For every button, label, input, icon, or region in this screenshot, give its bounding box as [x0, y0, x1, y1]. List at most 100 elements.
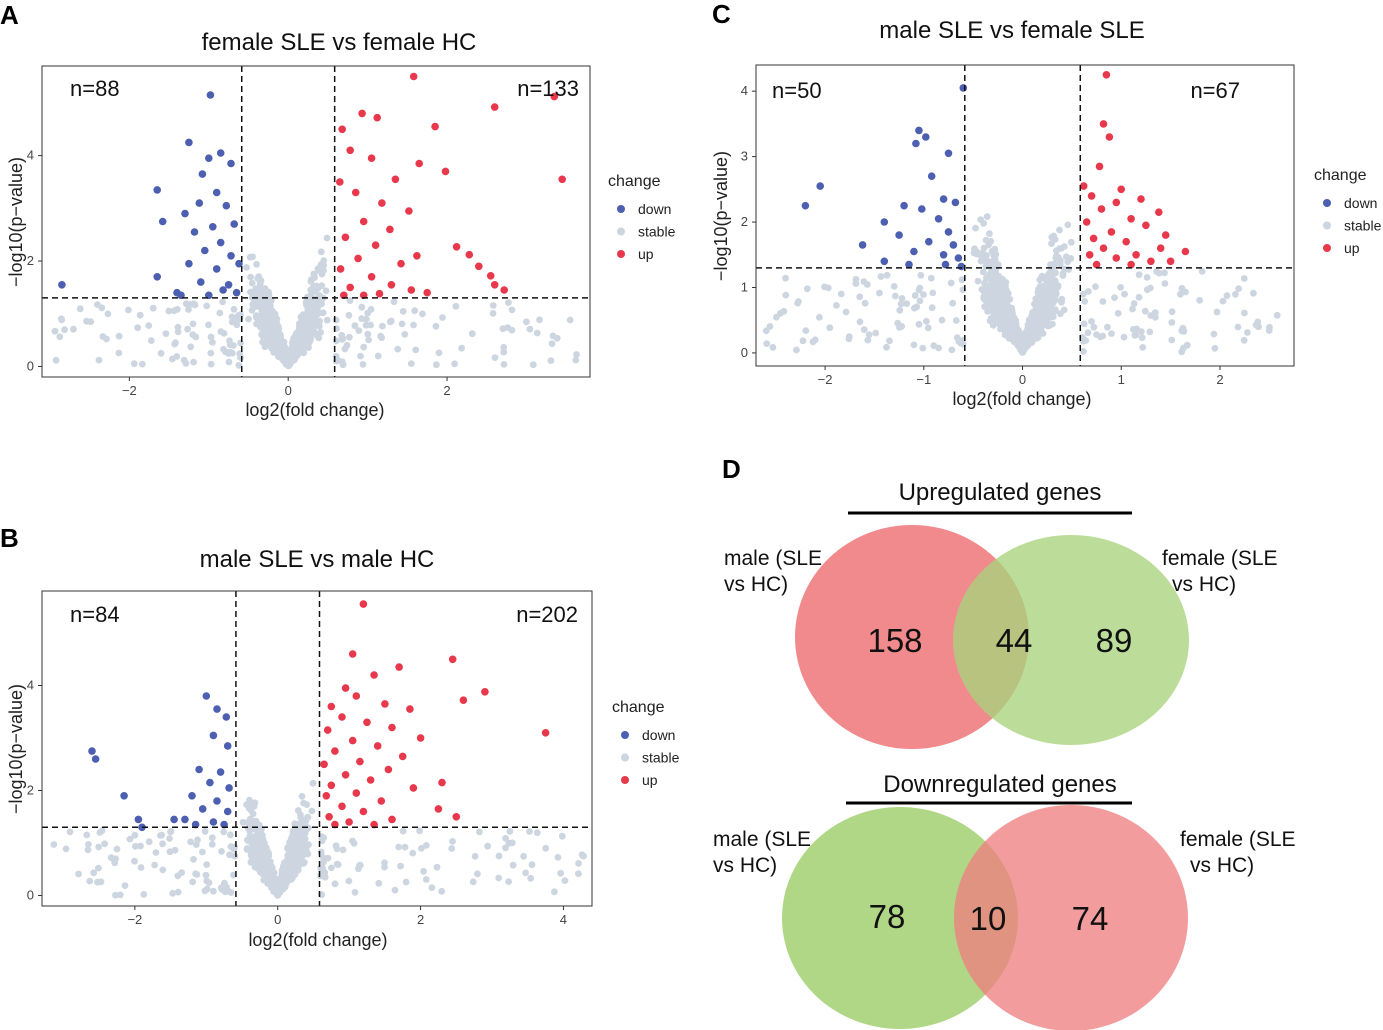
stable-point	[432, 322, 440, 330]
up-point	[1112, 254, 1121, 262]
stable-point	[469, 878, 477, 886]
stable-point	[399, 308, 407, 315]
stable-point	[292, 839, 300, 847]
stable-point	[245, 315, 252, 323]
legend-title: change	[608, 173, 661, 190]
stable-point	[152, 849, 160, 856]
stable-point	[883, 343, 890, 351]
up-point	[434, 805, 443, 813]
stable-point	[1161, 280, 1169, 287]
stable-point	[249, 253, 256, 261]
stable-point	[190, 856, 197, 863]
stable-point	[1250, 289, 1257, 297]
points-layer	[51, 72, 580, 370]
legend-swatch-up	[621, 776, 629, 784]
down-points	[58, 91, 243, 300]
stable-point	[977, 257, 985, 265]
stable-point	[274, 323, 282, 330]
stable-point	[448, 845, 456, 852]
stable-point	[261, 308, 269, 316]
y-axis-title: −log10(p−value)	[711, 151, 731, 281]
stable-point	[189, 320, 197, 328]
stable-point	[992, 296, 1000, 304]
up-point	[356, 757, 364, 766]
stable-point	[99, 333, 107, 340]
up-point	[431, 122, 439, 131]
down-point	[185, 138, 193, 147]
up-point	[490, 103, 499, 111]
x-tick-label: −1	[916, 372, 931, 387]
up-point	[338, 125, 347, 134]
stable-point	[1234, 323, 1242, 331]
stable-point	[505, 299, 512, 306]
stable-point	[248, 279, 256, 287]
stable-point	[1232, 290, 1239, 298]
stable-point	[174, 323, 182, 331]
stable-point	[262, 868, 270, 875]
legend-swatch-down	[1323, 199, 1331, 207]
stable-point	[1084, 329, 1092, 337]
stable-point	[974, 277, 982, 285]
stable-point	[202, 871, 210, 879]
y-tick-label: 0	[27, 888, 34, 903]
up-point	[1122, 237, 1130, 246]
stable-point	[502, 844, 509, 852]
down-point	[153, 186, 161, 194]
y-tick-label: 4	[741, 83, 748, 98]
stable-point	[219, 298, 227, 306]
stable-point	[56, 333, 64, 341]
stable-point	[1135, 271, 1143, 279]
stable-point	[301, 829, 309, 837]
stable-point	[302, 298, 310, 306]
stable-point	[138, 360, 146, 368]
stable-point	[992, 316, 1000, 323]
stable-point	[327, 864, 335, 872]
stable-point	[526, 325, 534, 333]
down-point	[197, 278, 205, 286]
stable-point	[245, 804, 253, 812]
stable-point	[61, 326, 68, 334]
stable-point	[1046, 321, 1054, 329]
up-point	[391, 175, 400, 184]
stable-point	[894, 319, 902, 327]
down-point	[216, 238, 225, 247]
down-point	[223, 742, 232, 750]
stable-point	[290, 348, 298, 356]
stable-point	[1178, 327, 1186, 335]
stable-point	[572, 356, 580, 364]
stable-point	[101, 840, 108, 848]
stable-point	[169, 355, 176, 363]
stable-point	[402, 878, 410, 886]
stable-point	[1064, 221, 1072, 229]
down-point	[209, 223, 217, 231]
down-count-label: n=50	[772, 78, 822, 103]
up-point	[367, 273, 376, 281]
stable-point	[1265, 327, 1273, 334]
stable-point	[297, 344, 305, 351]
stable-point	[85, 841, 92, 848]
down-point	[895, 231, 903, 239]
stable-point	[306, 313, 314, 321]
stable-point	[298, 314, 306, 321]
stable-point	[275, 353, 282, 360]
stable-point	[508, 839, 516, 847]
stable-point	[1058, 245, 1065, 252]
stable-point	[1129, 305, 1136, 313]
up-count-label: n=67	[1190, 78, 1240, 103]
stable-point	[407, 360, 415, 367]
stable-point	[137, 842, 144, 850]
stable-point	[994, 261, 1002, 269]
stable-point	[529, 361, 537, 369]
legend-label-stable: stable	[642, 750, 680, 766]
x-tick-label: −2	[818, 372, 833, 387]
stable-point	[1054, 282, 1062, 289]
up-point	[388, 723, 396, 732]
stable-point	[1051, 296, 1059, 304]
up-point	[373, 742, 382, 750]
stable-point	[1039, 307, 1047, 315]
stable-point	[420, 867, 427, 875]
up-point	[352, 789, 361, 797]
down-point	[944, 228, 953, 236]
down-point	[91, 755, 100, 763]
